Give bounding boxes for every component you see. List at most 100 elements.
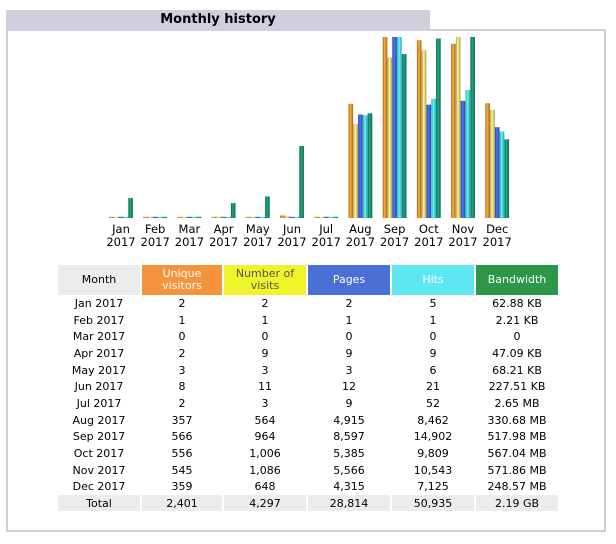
cell-month: Jan 2017 [74, 296, 124, 310]
bar-hits-oct [431, 98, 436, 218]
cell-unique-visitors: 566 [171, 430, 193, 444]
cell-visits: 1,006 [249, 447, 281, 461]
x-tick-year: 2017 [346, 235, 375, 249]
cell-visits: 3 [261, 396, 269, 410]
bar-number-of-visits-dec [490, 110, 495, 218]
table-row: Feb 2017 1 1 1 1 2.21 KB [58, 312, 558, 329]
bar-pages-jun [289, 216, 295, 218]
cell-visits: 564 [254, 413, 276, 427]
monthly-history-table: Month Unique visitors Number of visits P… [56, 265, 560, 512]
bar-pages-mar [187, 216, 192, 218]
bar-number-of-visits-aug [353, 124, 358, 218]
table-header-row: Month Unique visitors Number of visits P… [58, 265, 558, 295]
cell-bandwidth: 62.88 KB [492, 296, 542, 310]
x-tick-month: Apr [214, 222, 234, 236]
cell-unique-visitors: 2 [178, 296, 186, 310]
table-row: May 2017 3 3 3 6 68.21 KB [58, 362, 558, 379]
bar-unique-visitors-jul [314, 216, 319, 218]
bar-number-of-visits-sep [387, 57, 393, 218]
cell-bandwidth: 68.21 KB [492, 363, 542, 377]
x-tick-year: 2017 [448, 235, 477, 249]
total-bandwidth: 2.19 GB [476, 495, 558, 512]
bar-number-of-visits-feb [148, 216, 153, 218]
bar-number-of-visits-may [250, 216, 256, 218]
bar-bandwidth-mar [196, 216, 202, 218]
cell-unique-visitors: 556 [171, 447, 193, 461]
bar-number-of-visits-oct [421, 50, 427, 218]
bar-pages-apr [221, 216, 226, 218]
table-row: Aug 2017 357 564 4,915 8,462 330.68 MB [58, 412, 558, 429]
cell-pages: 12 [342, 380, 356, 394]
table-row: Nov 2017 545 1,086 5,566 10,543 571.86 MB [58, 462, 558, 479]
cell-month: Mar 2017 [72, 330, 126, 344]
table-row: Mar 2017 0 0 0 0 0 [58, 328, 558, 345]
cell-month: Sep 2017 [72, 430, 126, 444]
bar-pages-aug [358, 114, 363, 218]
x-tick-month: Sep [384, 222, 406, 236]
table-row: Sep 2017 566 964 8,597 14,902 517.98 MB [58, 429, 558, 446]
x-tick-month: Mar [179, 222, 201, 236]
table-row: Jan 2017 2 2 2 5 62.88 KB [58, 295, 558, 312]
cell-unique-visitors: 0 [178, 330, 186, 344]
cell-bandwidth: 2.65 MB [494, 396, 540, 410]
header-bandwidth: Bandwidth [476, 265, 558, 295]
cell-bandwidth: 227.51 KB [488, 380, 546, 394]
x-tick-year: 2017 [312, 235, 341, 249]
header-unique-visitors: Unique visitors [142, 265, 222, 295]
x-tick-month: Feb [145, 222, 165, 236]
bar-number-of-visits-jul [319, 216, 324, 218]
header-pages: Pages [308, 265, 390, 295]
cell-hits: 52 [426, 396, 440, 410]
header-number-of-visits: Number of visits [224, 265, 306, 295]
bar-unique-visitors-mar [177, 216, 183, 218]
x-tick-year: 2017 [243, 235, 272, 249]
cell-month: Apr 2017 [73, 346, 125, 360]
x-tick-year: 2017 [106, 235, 135, 249]
cell-visits: 9 [261, 346, 269, 360]
cell-hits: 10,543 [413, 463, 453, 477]
x-tick-month: Aug [349, 222, 371, 236]
cell-hits: 21 [426, 380, 440, 394]
cell-hits: 8,462 [417, 413, 449, 427]
cell-unique-visitors: 8 [178, 380, 186, 394]
bar-unique-visitors-jun [280, 215, 285, 218]
header-hits: Hits [392, 265, 474, 295]
cell-pages: 4,315 [333, 480, 365, 494]
cell-month: Aug 2017 [72, 413, 126, 427]
cell-unique-visitors: 3 [178, 363, 186, 377]
cell-pages: 9 [345, 396, 353, 410]
cell-month: Jul 2017 [76, 396, 122, 410]
x-tick-year: 2017 [175, 235, 204, 249]
cell-pages: 0 [345, 330, 353, 344]
bar-unique-visitors-oct [416, 40, 422, 219]
bar-hits-aug [362, 115, 368, 218]
table-row: Jun 2017 8 11 12 21 227.51 KB [58, 378, 558, 395]
cell-bandwidth: 2.21 KB [495, 313, 539, 327]
bar-number-of-visits-nov [455, 37, 461, 218]
bar-number-of-visits-jan [113, 216, 119, 218]
cell-hits: 5 [429, 296, 437, 310]
x-tick-month: Jul [318, 222, 333, 236]
bar-bandwidth-oct [436, 38, 441, 218]
cell-bandwidth: 517.98 MB [487, 430, 547, 444]
cell-bandwidth: 330.68 MB [487, 413, 547, 427]
bar-hits-mar [191, 216, 197, 218]
cell-month: Nov 2017 [72, 463, 126, 477]
x-tick-year: 2017 [277, 235, 306, 249]
bar-pages-sep [392, 37, 397, 218]
cell-unique-visitors: 2 [178, 396, 186, 410]
cell-hits: 6 [429, 363, 437, 377]
cell-bandwidth: 47.09 KB [492, 346, 542, 360]
x-tick-year: 2017 [414, 235, 443, 249]
cell-month: Dec 2017 [72, 480, 126, 494]
bar-hits-nov [465, 89, 471, 218]
bar-unique-visitors-jan [109, 216, 114, 218]
cell-unique-visitors: 2 [178, 346, 186, 360]
bar-number-of-visits-jun [284, 216, 290, 218]
cell-hits: 9 [429, 346, 437, 360]
cell-bandwidth: 0 [513, 330, 521, 344]
bar-number-of-visits-apr [216, 216, 222, 218]
x-tick-year: 2017 [380, 235, 409, 249]
table-total-row: Total 2,401 4,297 28,814 50,935 2.19 GB [58, 495, 558, 512]
cell-bandwidth: 571.86 MB [487, 463, 547, 477]
